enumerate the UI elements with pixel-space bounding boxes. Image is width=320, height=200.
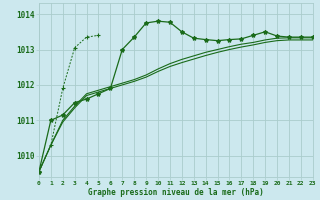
X-axis label: Graphe pression niveau de la mer (hPa): Graphe pression niveau de la mer (hPa): [88, 188, 264, 197]
